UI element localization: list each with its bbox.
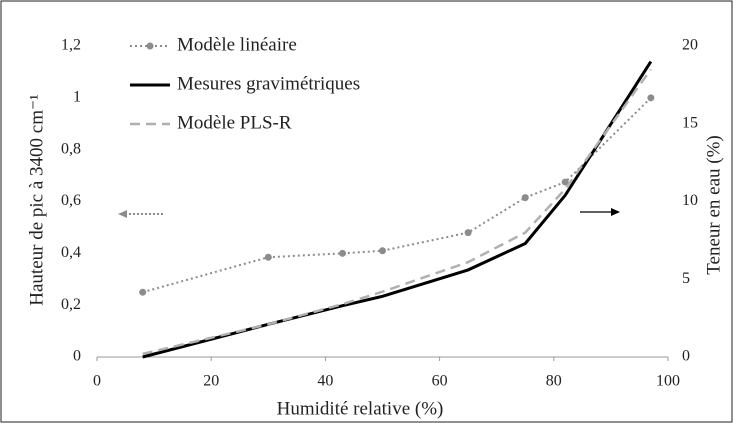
- point: [561, 178, 569, 186]
- y2-axis-title: Teneur en eau (%): [703, 135, 724, 275]
- x-tick-label: 20: [203, 373, 219, 390]
- point: [339, 249, 347, 257]
- x-axis-title: Humidité relative (%): [277, 398, 444, 419]
- x-tick-label: 80: [546, 373, 562, 390]
- y2-tick-label: 20: [682, 37, 698, 54]
- legend-label: Modèle linéaire: [177, 34, 297, 55]
- y2-tick-label: 15: [682, 114, 698, 131]
- y-tick-label: 0,8: [61, 140, 81, 157]
- y2-tick-label: 5: [682, 270, 690, 287]
- point: [139, 288, 147, 296]
- point: [264, 253, 272, 261]
- series-line: [142, 68, 652, 356]
- legend-label: Modèle PLS-R: [177, 112, 292, 133]
- x-tick-label: 40: [317, 373, 333, 390]
- y-tick-label: 1,2: [61, 37, 81, 54]
- y-tick-label: 0,6: [61, 192, 81, 209]
- series-line: [142, 97, 652, 294]
- y-tick-label: 1: [73, 89, 81, 106]
- y-tick-label: 0: [73, 348, 81, 365]
- y-axis-title: Hauteur de pic à 3400 cm⁻¹: [26, 94, 47, 306]
- legend-dot: [146, 42, 154, 50]
- y-tick-label: 0,2: [61, 296, 81, 313]
- point: [379, 247, 386, 255]
- point: [647, 94, 655, 102]
- y2-tick-label: 10: [682, 192, 698, 209]
- point: [521, 194, 529, 202]
- x-tick-label: 0: [93, 373, 101, 390]
- y-tick-label: 0,4: [61, 244, 81, 261]
- y2-tick-label: 0: [682, 348, 690, 365]
- x-tick-label: 60: [432, 373, 448, 390]
- point: [464, 229, 472, 237]
- series-line: [142, 60, 653, 359]
- left-arrow: [118, 210, 165, 218]
- legend-label: Mesures gravimétriques: [177, 73, 360, 94]
- right-arrow: [580, 208, 620, 216]
- x-tick-label: 100: [656, 373, 680, 390]
